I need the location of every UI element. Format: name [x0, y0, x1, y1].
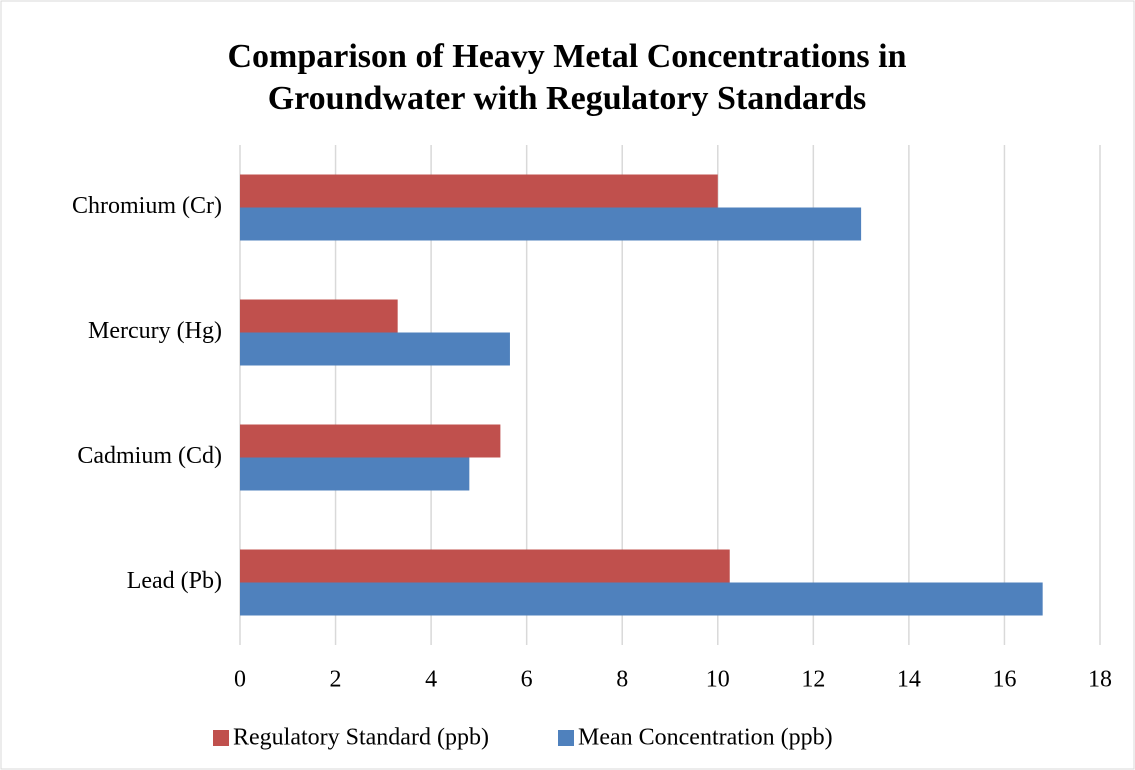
bar: [240, 424, 501, 458]
y-tick-label: Chromium (Cr): [72, 193, 222, 219]
bar: [240, 582, 1043, 616]
x-tick-label: 8: [616, 667, 628, 693]
bar: [240, 549, 730, 583]
x-tick-label: 2: [330, 667, 342, 693]
y-tick-label: Cadmium (Cd): [77, 443, 222, 469]
bar: [240, 457, 470, 491]
x-tick-label: 4: [425, 667, 437, 693]
bar: [240, 332, 510, 366]
chart-title: Comparison of Heavy Metal Concentrations…: [227, 38, 907, 117]
y-tick-label: Mercury (Hg): [88, 318, 222, 344]
legend-swatch: [558, 730, 574, 746]
x-tick-label: 10: [706, 667, 730, 693]
legend-label: Mean Concentration (ppb): [578, 725, 833, 751]
bar: [240, 299, 398, 333]
x-tick-label: 0: [234, 667, 246, 693]
bar: [240, 207, 862, 241]
x-tick-label: 16: [992, 667, 1016, 693]
x-tick-label: 18: [1088, 667, 1112, 693]
legend-label: Regulatory Standard (ppb): [233, 725, 489, 751]
x-tick-label: 6: [521, 667, 533, 693]
y-tick-label: Lead (Pb): [127, 568, 222, 594]
legend-swatch: [213, 730, 229, 746]
x-tick-label: 12: [801, 667, 825, 693]
x-tick-label: 14: [897, 667, 921, 693]
bar: [240, 174, 718, 208]
